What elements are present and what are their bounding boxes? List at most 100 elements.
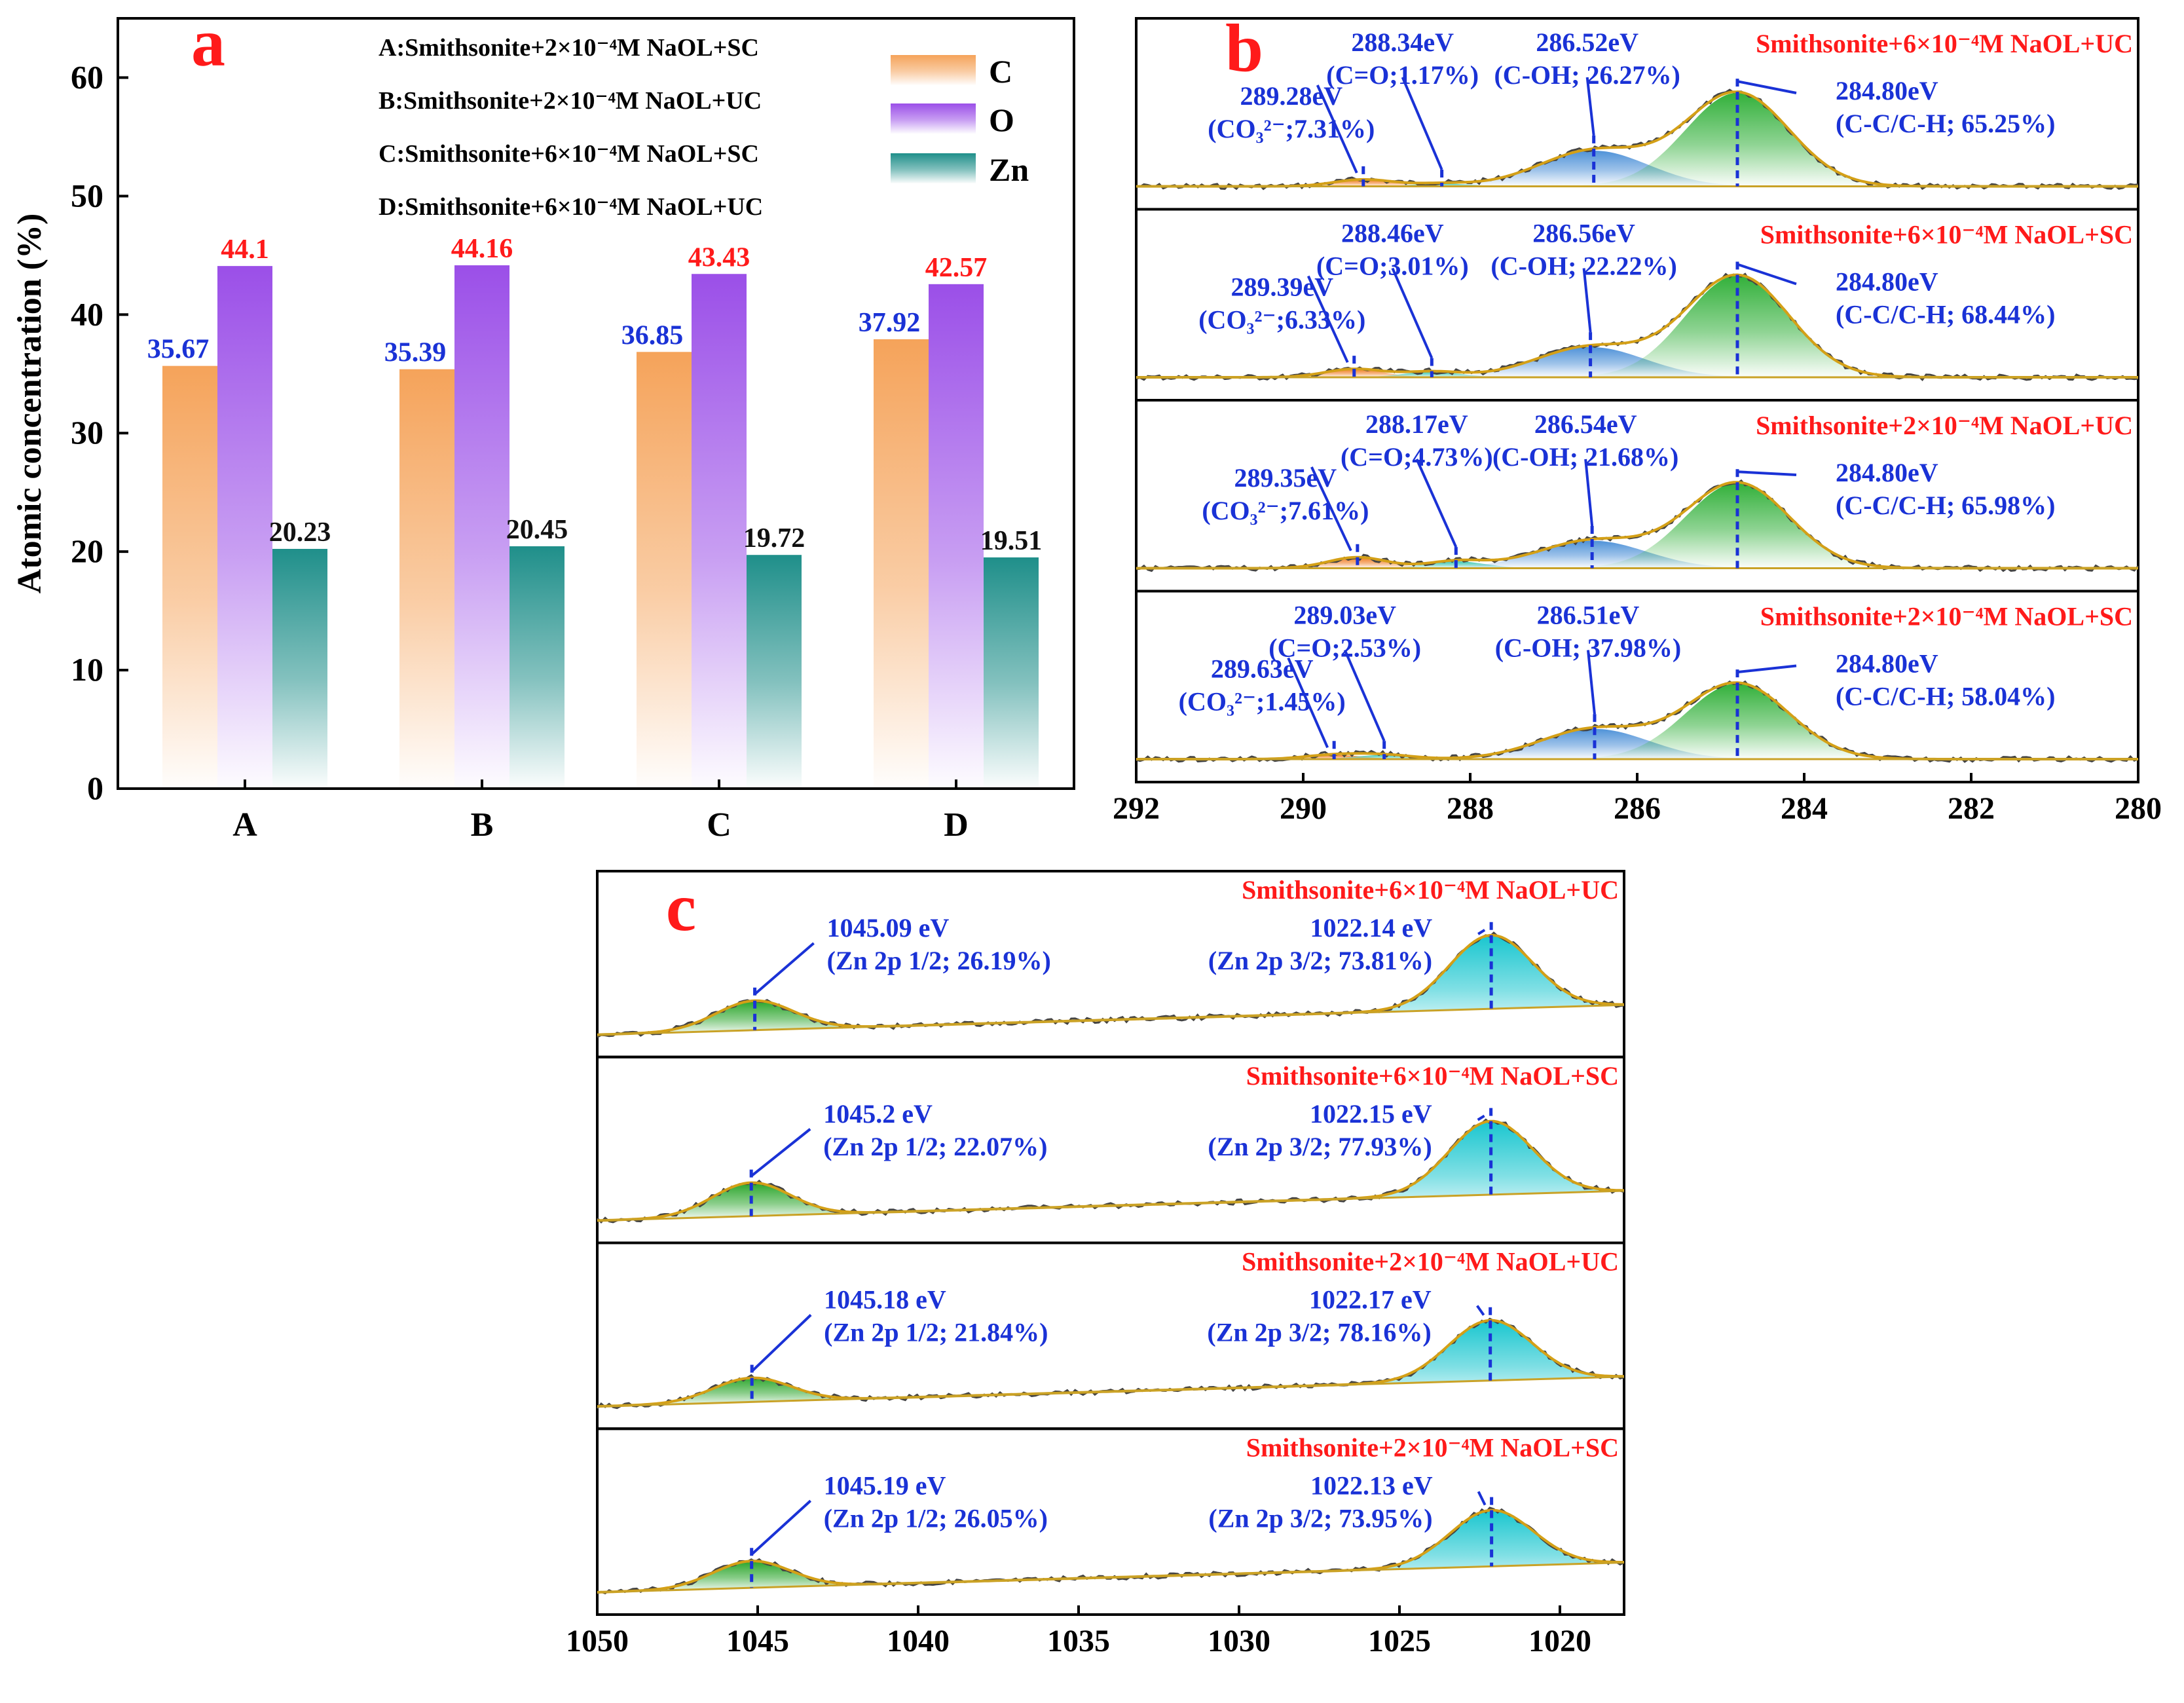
peak-assignment-label: (C-C/C-H; 65.98%) xyxy=(1836,491,2056,520)
bar-value-label: 20.45 xyxy=(506,515,568,545)
panel-label: c xyxy=(666,870,696,945)
bar-Zn-D xyxy=(984,557,1039,787)
panel-c: Smithsonite+6×10⁻⁴M NaOL+UC 1045.09 eV (Zn… xyxy=(566,870,1625,1658)
peak-assignment-label: (C=O;1.17%) xyxy=(1326,60,1479,90)
x-tick-label: 1050 xyxy=(566,1624,629,1658)
peak-assignment-label: (C-OH; 26.27%) xyxy=(1494,60,1680,90)
bar-C-B xyxy=(399,369,454,787)
peak-arrow xyxy=(1287,657,1329,749)
peak-assignment-label: (C-OH; 22.22%) xyxy=(1490,252,1676,281)
x-tick-label: 282 xyxy=(1948,791,1995,826)
panel-a: 0 10 20 30 40 50 60 Atomic concentration (%) a A:… xyxy=(11,5,1075,844)
legend-swatch-C xyxy=(891,55,976,85)
peak-energy-label: 288.46eV xyxy=(1341,219,1444,248)
peak-arrow xyxy=(1401,77,1443,170)
bar-value-label: 35.39 xyxy=(384,338,447,368)
peak-assignment-label: (Zn 2p 3/2; 73.81%) xyxy=(1208,946,1432,975)
x-tick-label: 1030 xyxy=(1208,1624,1270,1658)
peak-fill xyxy=(1136,557,2138,569)
x-tick-label: 290 xyxy=(1280,791,1327,826)
peak-energy-label: 288.34eV xyxy=(1351,28,1454,57)
peak-assignment-label: (Zn 2p 1/2; 21.84%) xyxy=(824,1318,1048,1347)
peak-assignment-label: (Zn 2p 3/2; 77.93%) xyxy=(1208,1132,1432,1161)
peak-assignment-label: (Zn 2p 1/2; 22.07%) xyxy=(823,1132,1047,1161)
bar-O-C xyxy=(692,274,747,787)
bar-value-label: 37.92 xyxy=(859,308,921,338)
peak-arrow xyxy=(750,1128,811,1178)
bar-value-label: 35.67 xyxy=(147,335,210,365)
x-tick-label: 286 xyxy=(1614,791,1661,826)
bar-value-label: 36.85 xyxy=(621,320,684,350)
x-tick-label: 292 xyxy=(1113,791,1160,826)
bar-value-label: 19.72 xyxy=(743,523,805,553)
peak-energy-label: 1022.17 eV xyxy=(1309,1285,1432,1315)
peak-assignment-label: (Zn 2p 1/2; 26.05%) xyxy=(824,1503,1048,1533)
peak-assignment-label: (CO₃²⁻;7.31%) xyxy=(1208,114,1375,143)
peak-energy-label: 286.56eV xyxy=(1532,219,1635,248)
spectrum-title: Smithsonite+6×10⁻⁴M NaOL+SC xyxy=(1246,1061,1619,1091)
peak-assignment-label: (Zn 2p 3/2; 73.95%) xyxy=(1208,1503,1432,1533)
legend-label-C: C xyxy=(989,53,1012,90)
subplot-frame xyxy=(596,1427,1625,1616)
bar-value-label: 20.23 xyxy=(269,517,331,548)
spectrum-title: Smithsonite+2×10⁻⁴M NaOL+SC xyxy=(1760,602,2133,631)
peak-arrow xyxy=(1477,929,1486,935)
peak-energy-label: 288.17eV xyxy=(1365,409,1468,439)
bar-O-B xyxy=(454,265,509,787)
peak-arrow xyxy=(1737,470,1797,476)
y-tick-label: 60 xyxy=(71,58,103,95)
peak-arrow xyxy=(1477,1114,1485,1121)
bar-value-label: 19.51 xyxy=(980,526,1043,556)
peak-arrow xyxy=(1477,1491,1487,1506)
background-line xyxy=(597,1562,1625,1594)
legend-entry-B: B:Smithsonite+2×10⁻⁴M NaOL+UC xyxy=(379,87,762,115)
peak-energy-label: 286.54eV xyxy=(1534,409,1637,439)
peak-energy-label: 289.35eV xyxy=(1234,463,1337,493)
panel-b: Smithsonite+6×10⁻⁴M NaOL+UC 289.28eV (CO₃²… xyxy=(1113,10,2162,826)
peak-energy-label: 289.39eV xyxy=(1231,272,1333,302)
x-tick-label: 1020 xyxy=(1528,1624,1591,1658)
peak-assignment-label: (C=O;4.73%) xyxy=(1341,442,1493,472)
background-line xyxy=(597,1376,1625,1408)
legend-swatch-O xyxy=(891,103,976,134)
peak-energy-label: 284.80eV xyxy=(1836,649,1938,679)
x-tick-label: 1035 xyxy=(1047,1624,1110,1658)
peak-assignment-label: (C-C/C-H; 65.25%) xyxy=(1836,109,2056,138)
legend-label-Zn: Zn xyxy=(989,151,1029,188)
background-line xyxy=(597,1003,1625,1036)
x-tick-label: A xyxy=(232,806,257,844)
peak-fill xyxy=(1136,369,2138,377)
peak-fill xyxy=(1136,179,2138,187)
peak-arrow xyxy=(1476,1305,1485,1316)
peak-assignment-label: (C-C/C-H; 68.44%) xyxy=(1836,300,2056,329)
bar-value-label: 42.57 xyxy=(925,253,988,283)
peak-fill xyxy=(1136,540,2138,569)
peak-fill xyxy=(1136,371,2138,377)
peak-energy-label: 284.80eV xyxy=(1836,267,1938,297)
peak-assignment-label: (C-OH; 37.98%) xyxy=(1495,633,1681,663)
spectrum-title: Smithsonite+6×10⁻⁴M NaOL+UC xyxy=(1756,29,2133,58)
plot-frame xyxy=(117,17,1075,790)
spectrum-title: Smithsonite+6×10⁻⁴M NaOL+UC xyxy=(1242,875,1619,905)
peak-energy-label: 1045.18 eV xyxy=(824,1285,946,1315)
y-axis-label: Atomic concentration (%) xyxy=(11,214,48,594)
peak-arrow xyxy=(1316,84,1358,174)
peak-arrow xyxy=(1737,80,1797,94)
y-tick-label: 50 xyxy=(71,177,103,214)
y-tick-label: 10 xyxy=(71,651,103,688)
peak-arrow xyxy=(1737,664,1797,674)
x-tick-label: 284 xyxy=(1781,791,1828,826)
bar-C-C xyxy=(637,352,692,787)
peak-energy-label: 284.80eV xyxy=(1836,458,1938,487)
x-tick-label: 280 xyxy=(2115,791,2162,826)
x-tick-label: 1025 xyxy=(1368,1624,1431,1658)
peak-assignment-label: (C-OH; 21.68%) xyxy=(1492,442,1678,472)
x-tick-label: 288 xyxy=(1447,791,1494,826)
peak-fill xyxy=(1136,755,2138,759)
peak-energy-label: 1022.14 eV xyxy=(1310,913,1432,943)
bar-Zn-A xyxy=(272,548,327,787)
peak-arrow xyxy=(1415,458,1458,548)
peak-energy-label: 1022.13 eV xyxy=(1310,1470,1433,1500)
legend-entry-D: D:Smithsonite+6×10⁻⁴M NaOL+UC xyxy=(379,193,763,221)
